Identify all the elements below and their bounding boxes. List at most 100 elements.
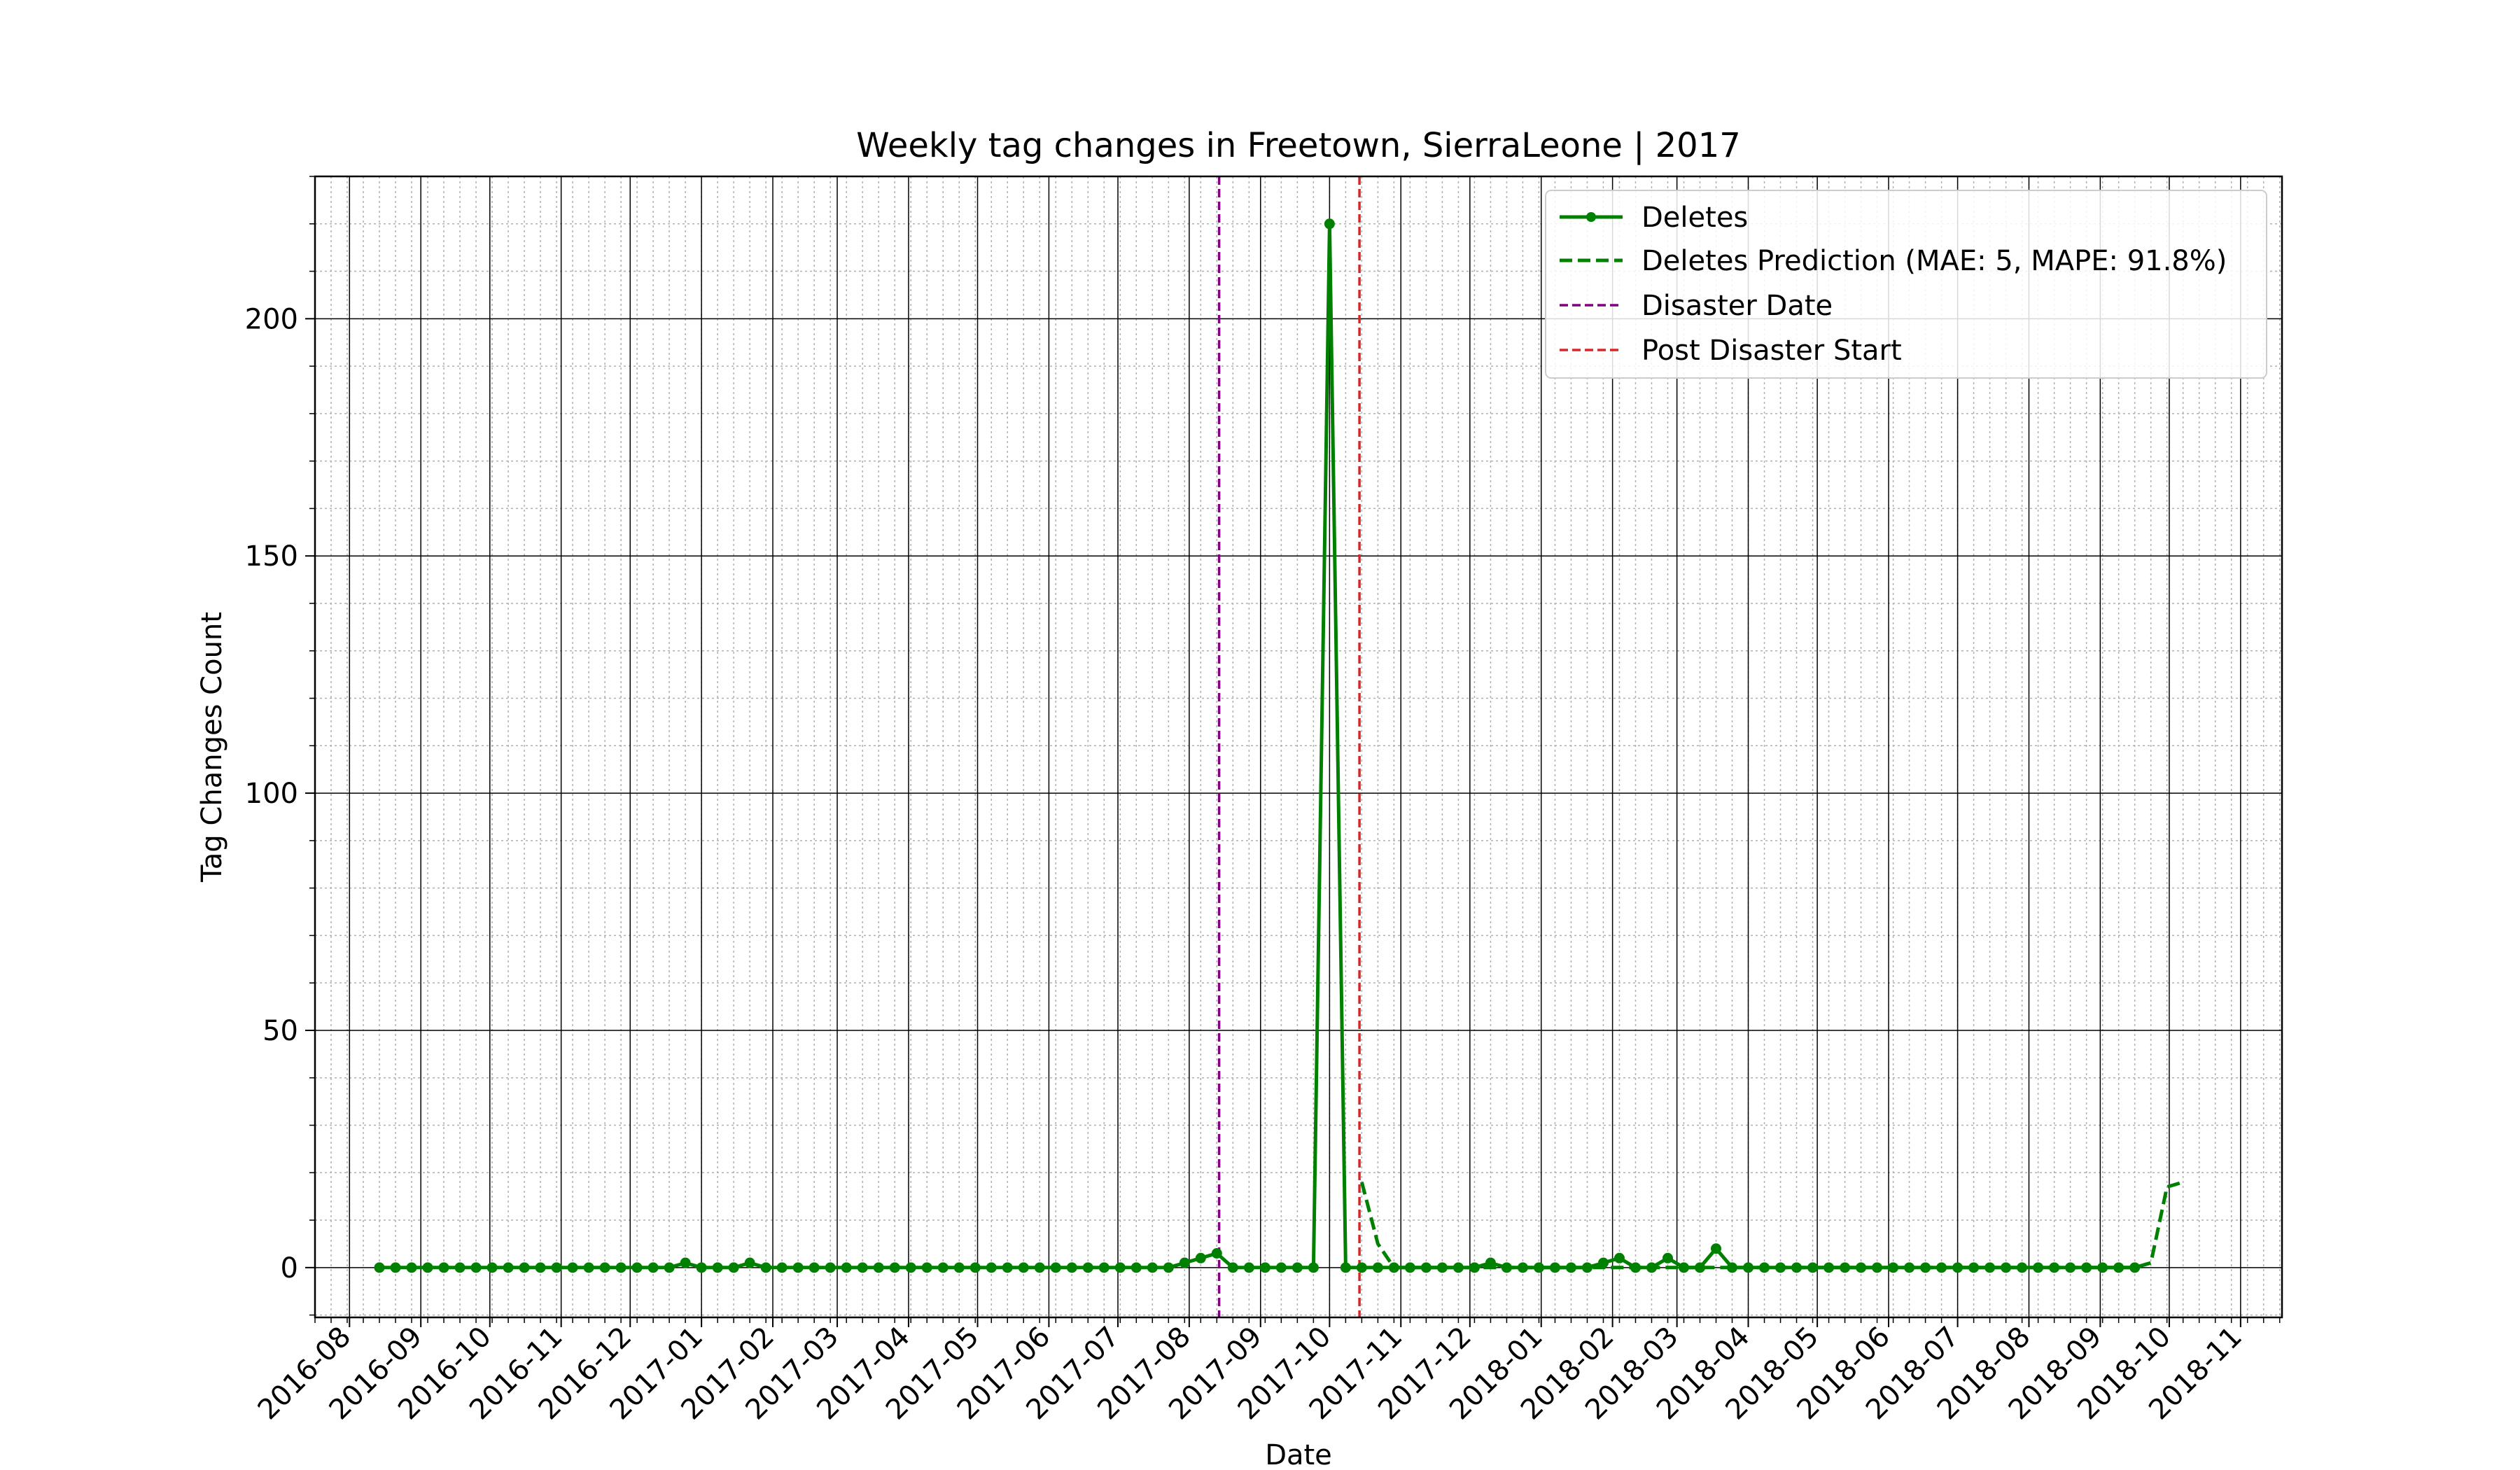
deletes-point [1372, 1262, 1383, 1273]
deletes-point [1597, 1257, 1609, 1268]
deletes-point [680, 1257, 691, 1268]
deletes-point [1549, 1262, 1560, 1273]
deletes-point [648, 1262, 659, 1273]
legend-label-post-disaster-start: Post Disaster Start [1642, 335, 1902, 367]
deletes-point [631, 1262, 643, 1273]
legend-label-prediction: Deletes Prediction (MAE: 5, MAPE: 91.8%) [1642, 245, 2227, 277]
deletes-point [1275, 1262, 1287, 1273]
deletes-point [551, 1262, 562, 1273]
deletes-point [1082, 1262, 1093, 1273]
deletes-point [776, 1262, 788, 1273]
deletes-point [857, 1262, 868, 1273]
deletes-point [1404, 1262, 1415, 1273]
deletes-point [889, 1262, 900, 1273]
deletes-point [1711, 1243, 1722, 1254]
plot-frame [314, 175, 2283, 1319]
legend-label-disaster-date: Disaster Date [1642, 290, 1833, 322]
deletes-point [535, 1262, 546, 1273]
deletes-point [937, 1262, 948, 1273]
y-tick-label: 50 [262, 1015, 298, 1047]
deletes-point [2113, 1262, 2124, 1273]
reference-lines [1217, 176, 1361, 1317]
deletes-point [1823, 1262, 1835, 1273]
deletes-point [1356, 1262, 1367, 1273]
deletes-point [422, 1262, 433, 1273]
y-tick-label: 100 [245, 778, 298, 810]
deletes-point [1984, 1262, 1996, 1273]
chart-title: Weekly tag changes in Freetown, SierraLe… [856, 126, 1741, 165]
deletes-point [1130, 1262, 1142, 1273]
deletes-point [438, 1262, 449, 1273]
deletes-point [1340, 1262, 1351, 1273]
deletes-point [1662, 1252, 1673, 1264]
deletes-point [1227, 1262, 1238, 1273]
deletes-point [1066, 1262, 1077, 1273]
deletes-point [1840, 1262, 1851, 1273]
deletes-point [841, 1262, 852, 1273]
deletes-point [2129, 1262, 2141, 1273]
deletes-point [760, 1262, 771, 1273]
deletes-point [454, 1262, 465, 1273]
deletes-point [1485, 1257, 1496, 1268]
deletes-point [406, 1262, 417, 1273]
legend-box [1545, 190, 2267, 379]
deletes-point [599, 1262, 610, 1273]
x-axis-label: Date [1265, 1439, 1332, 1470]
deletes-point [873, 1262, 884, 1273]
deletes-point [905, 1262, 916, 1273]
series-layer [374, 218, 2184, 1273]
y-tick-label: 0 [281, 1252, 298, 1284]
deletes-point [1163, 1262, 1174, 1273]
legend-label-deletes: Deletes [1642, 202, 1748, 234]
deletes-point [615, 1262, 626, 1273]
deletes-point [1098, 1262, 1110, 1273]
deletes-point [2001, 1262, 2012, 1273]
deletes-point [696, 1262, 707, 1273]
deletes-point [1856, 1262, 1867, 1273]
deletes-point [374, 1262, 385, 1273]
deletes-point [1034, 1262, 1045, 1273]
deletes-point [1565, 1262, 1576, 1273]
deletes-point [953, 1262, 965, 1273]
deletes-point [519, 1262, 530, 1273]
deletes-point [728, 1262, 739, 1273]
deletes-point [470, 1262, 482, 1273]
minor-grid [314, 176, 2282, 1317]
deletes-point [1179, 1257, 1190, 1268]
y-axis-label: Tag Changes Count [196, 612, 228, 883]
deletes-point [1420, 1262, 1432, 1273]
y-tick-label: 150 [245, 540, 298, 573]
deletes-point [567, 1262, 578, 1273]
legend: Deletes Deletes Prediction (MAE: 5, MAPE… [1545, 190, 2267, 379]
deletes-point [1581, 1262, 1592, 1273]
deletes-point [808, 1262, 820, 1273]
deletes-point [921, 1262, 932, 1273]
deletes-point [986, 1262, 997, 1273]
deletes-point [1436, 1262, 1448, 1273]
deletes-point [1695, 1262, 1706, 1273]
deletes-point [1211, 1248, 1222, 1259]
deletes-point [1243, 1262, 1254, 1273]
y-tick-label: 200 [245, 303, 298, 335]
legend-marker-deletes [1586, 212, 1596, 222]
deletes-point [1114, 1262, 1126, 1273]
deletes-point [1968, 1262, 1980, 1273]
deletes-point [744, 1257, 755, 1268]
deletes-point [390, 1262, 401, 1273]
deletes-point [664, 1262, 675, 1273]
deletes-point [1147, 1262, 1158, 1273]
deletes-point [825, 1262, 836, 1273]
deletes-point [1050, 1262, 1061, 1273]
deletes-point [1324, 218, 1335, 230]
deletes-point [583, 1262, 594, 1273]
deletes-point [792, 1262, 804, 1273]
deletes-point [1002, 1262, 1013, 1273]
deletes-point [1292, 1262, 1303, 1273]
deletes-point [503, 1262, 514, 1273]
deletes-point [1018, 1262, 1029, 1273]
deletes-point [1614, 1252, 1625, 1264]
deletes-point [1195, 1252, 1206, 1264]
deletes-point [712, 1262, 723, 1273]
deletes-point [1308, 1262, 1319, 1273]
